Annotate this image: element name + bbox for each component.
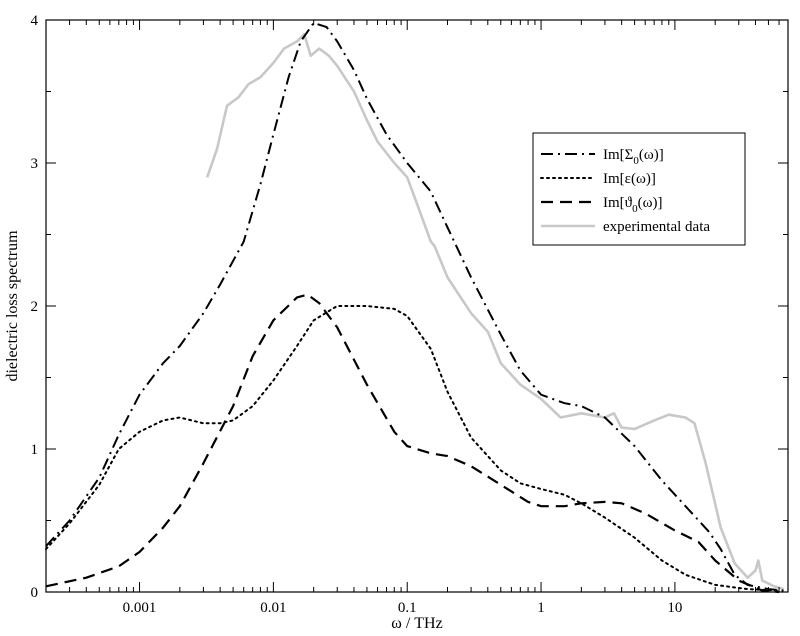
legend: Im[Σ0(ω)] Im[ε(ω)] Im[ϑ0(ω)] experimental d…: [532, 132, 746, 246]
axis-ticks: [46, 19, 788, 593]
x-tick-label: 10: [667, 600, 682, 616]
y-tick-label: 3: [31, 156, 39, 172]
y-tick-label: 1: [31, 442, 39, 458]
x-axis-label: ω / THz: [391, 615, 442, 632]
series-line-dashed: [45, 293, 780, 594]
y-tick-label: 4: [31, 13, 39, 29]
legend-label: Im[Σ0(ω)]: [603, 147, 664, 167]
tick-labels: 0.001 0.01 0.1 1 10 0 1 2 3 4: [31, 13, 683, 616]
x-tick-label: 0.01: [260, 600, 286, 616]
x-tick-label: 0.001: [123, 600, 157, 616]
x-tick-label: 1: [537, 600, 545, 616]
x-tick-label: 0.1: [398, 600, 417, 616]
legend-label: Im[ε(ω)]: [603, 171, 656, 187]
legend-label: experimental data: [603, 219, 710, 235]
y-axis-label: dielectric loss spectrum: [4, 230, 21, 382]
legend-label: Im[ϑ0(ω)]: [603, 195, 662, 215]
y-tick-label: 0: [31, 585, 39, 601]
series-line-dotted: [45, 305, 780, 592]
series-line-solid: [205, 33, 785, 591]
plot-area: [45, 21, 785, 594]
y-tick-label: 2: [31, 299, 39, 315]
